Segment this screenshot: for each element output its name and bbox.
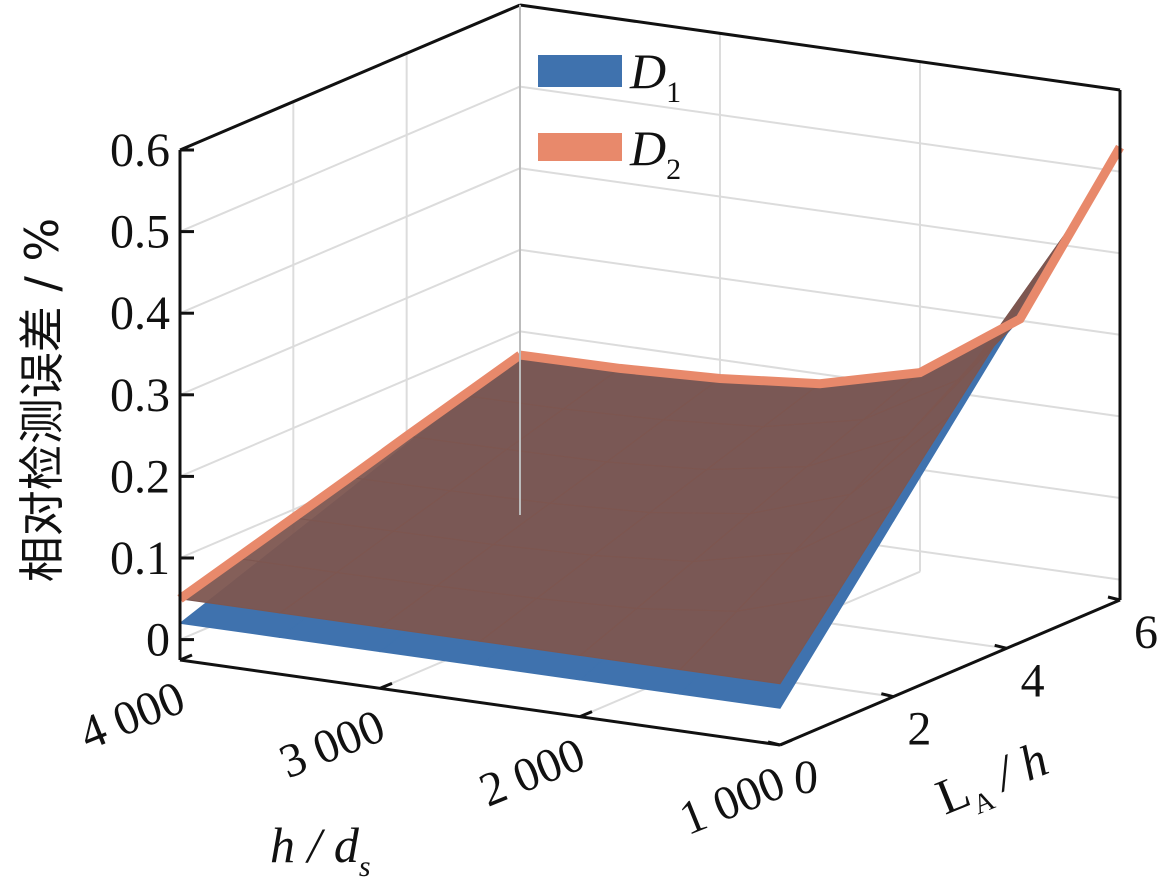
z-tick-label: 0.1 bbox=[110, 532, 170, 585]
x-tick bbox=[579, 710, 593, 719]
x-tick bbox=[379, 681, 393, 690]
box-edge bbox=[179, 3, 521, 152]
y-tick-label: 0 bbox=[794, 751, 818, 804]
grid-line-z bbox=[179, 85, 521, 233]
grid-line-z bbox=[179, 248, 521, 396]
legend-d2-sub: 2 bbox=[666, 153, 681, 186]
axes-box bbox=[178, 3, 1122, 747]
x-tick-label: 1 000 bbox=[672, 756, 792, 846]
y-tick-label: 6 bbox=[1134, 606, 1158, 659]
grid-line-z bbox=[519, 85, 1121, 173]
x-axis-label-main: h / d bbox=[270, 817, 360, 873]
box-edge bbox=[519, 3, 1121, 92]
z-tick-label: 0.3 bbox=[110, 369, 170, 422]
surface-D2 bbox=[177, 144, 1124, 685]
x-axis-line bbox=[179, 658, 781, 747]
y-tick-label: 2 bbox=[907, 703, 931, 756]
x-axis-label: h / ds bbox=[270, 817, 371, 883]
grid-line-z bbox=[179, 330, 521, 478]
x-tick-label: 3 000 bbox=[272, 699, 392, 789]
legend-d1-name: D bbox=[629, 43, 666, 99]
x-tick bbox=[179, 653, 193, 662]
grid-line-z bbox=[519, 167, 1121, 255]
z-tick-label: 0.2 bbox=[110, 450, 170, 503]
legend-label-d2: D2 bbox=[629, 120, 681, 186]
surfaces bbox=[177, 144, 1124, 709]
y-tick bbox=[994, 643, 1008, 650]
grid-line-z bbox=[519, 330, 1121, 418]
legend-d1-sub: 1 bbox=[666, 76, 681, 109]
legend-label-d1: D1 bbox=[629, 43, 681, 109]
y-axis-line bbox=[779, 598, 1121, 747]
x-tick bbox=[779, 738, 793, 747]
grid-line-z bbox=[179, 167, 521, 315]
surface-edge-d2 bbox=[177, 351, 523, 603]
z-tick-label: 0.6 bbox=[110, 124, 170, 177]
z-tick-label: 0.4 bbox=[110, 287, 170, 340]
y-tick-label: 4 bbox=[1021, 654, 1045, 707]
x-axis-label-sub: s bbox=[359, 850, 371, 883]
legend-swatch-d2 bbox=[538, 133, 622, 161]
z-axis-label: 相对检测误差 / % bbox=[15, 218, 69, 582]
legend-d2-name: D bbox=[629, 120, 666, 176]
x-tick-label: 2 000 bbox=[472, 728, 592, 818]
z-tick-label: 0.5 bbox=[110, 206, 170, 259]
x-tick-label: 4 000 bbox=[72, 671, 192, 761]
y-tick bbox=[1107, 595, 1121, 602]
y-tick bbox=[880, 692, 894, 699]
y-tick bbox=[767, 740, 781, 747]
legend-swatch-d1 bbox=[538, 55, 622, 87]
surface-edge-d2 bbox=[519, 144, 1124, 389]
legend: D1 D2 bbox=[538, 43, 681, 186]
z-tick-label: 0 bbox=[146, 614, 170, 667]
y-axis-label: LA / h bbox=[928, 730, 1058, 832]
